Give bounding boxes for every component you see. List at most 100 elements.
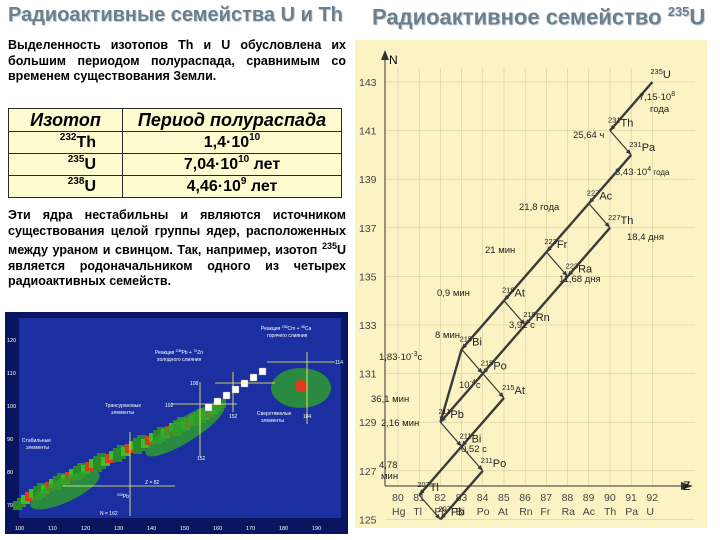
- arrow-head: [477, 367, 483, 374]
- map-x-tick: 170: [246, 526, 255, 532]
- family-paragraph-text-b: является родоначальником одного из четыр…: [8, 258, 346, 289]
- nuclide-label: 207Pb: [438, 504, 464, 518]
- isotope-cell: 238U: [8, 175, 123, 198]
- nuclide-map: 120 110 100 90 80 70 100 110 120 130 140…: [5, 312, 348, 534]
- half-life-mantissa: 1,4·10: [203, 133, 250, 151]
- nuclide-label: 211Bi: [460, 432, 482, 446]
- alpha-decay-arrow: [439, 372, 484, 423]
- cold-fusion-label-line2: холодного слияния: [157, 357, 202, 363]
- z114-value: 114: [335, 360, 343, 366]
- transuranic-label-line2: элементы: [111, 410, 134, 416]
- arrow-head: [604, 222, 610, 228]
- z-tick: 83: [456, 492, 468, 504]
- po215-halflife: 1,83·10-3с: [379, 351, 422, 363]
- nuclide-label: 227Ac: [587, 189, 613, 203]
- z-tick: 86: [519, 492, 531, 504]
- at215-halflife: 10-4с: [459, 379, 481, 391]
- element-symbol: Th: [604, 506, 616, 518]
- map-x-tick: 140: [147, 526, 156, 532]
- ra223-halflife: 11,68 дня: [559, 274, 601, 285]
- alpha-decay-arrow: [503, 251, 548, 302]
- z-tick: 82: [434, 492, 446, 504]
- decay-chain-chart: 143 141 139 137 135 133 131 129 127 125 80 81 82 83 8…: [355, 40, 707, 528]
- left-title: Радиоактивные семейства U и Th: [8, 4, 343, 26]
- family-paragraph: Эти ядра нестабильны и являются источник…: [8, 208, 346, 290]
- at219-halflife: 0,9 мин: [437, 288, 470, 299]
- hot-fusion-label: Реакция 238Cm + 48Ca: [261, 325, 311, 332]
- map-labels: Реакция 238Cm + 48Ca горячего слияния Ре…: [22, 325, 343, 517]
- map-x-tick: 120: [81, 526, 90, 532]
- synthesized-cell: [204, 403, 213, 412]
- element-symbol: At: [498, 506, 508, 518]
- z-tick: 87: [540, 492, 552, 504]
- nuclide-label: 207Tl: [417, 480, 439, 494]
- n-tick: 141: [359, 126, 377, 138]
- map-x-tick: 130: [114, 526, 123, 532]
- z108-value: 108: [190, 381, 199, 387]
- z-tick: 81: [413, 492, 425, 504]
- arrow-head: [504, 294, 510, 301]
- half-life-unit: лет: [246, 177, 278, 195]
- alpha-decay-arrow: [545, 202, 590, 253]
- half-life-exponent: 9: [240, 175, 247, 187]
- right-title-element: U: [689, 4, 706, 30]
- n-tick: 139: [359, 174, 377, 186]
- map-x-ticks: 100 110 120 130 140 150 160 170 180 190: [15, 526, 321, 532]
- n-tick: 135: [359, 271, 377, 283]
- isotope-element: Th: [76, 133, 96, 151]
- n-tick: 137: [359, 223, 377, 235]
- n-tick: 129: [359, 417, 377, 429]
- synthesized-cell: [222, 391, 231, 400]
- n-tick: 127: [359, 466, 377, 478]
- nuclide-labels: 235U 231Th 231Pa 227Ac 227Th 223Fr 223Ra 219At 2…: [417, 67, 671, 518]
- map-y-tick: 90: [7, 437, 13, 443]
- isotope-mass: 238: [67, 175, 85, 187]
- element-symbol: Ra: [562, 506, 576, 518]
- z-tick: 92: [646, 492, 658, 504]
- map-x-tick: 180: [279, 526, 288, 532]
- half-life-unit: лет: [249, 155, 281, 173]
- alpha-decay-arrow: [460, 397, 505, 448]
- intro-paragraph: Выделенность изотопов Th и U обусловлена…: [8, 38, 346, 83]
- nuclide-label: 219Rn: [523, 310, 550, 324]
- arrow-head: [419, 489, 425, 496]
- grid: [381, 50, 695, 520]
- stable-region: [30, 470, 100, 510]
- table-row: 232Th 1,4·1010: [8, 131, 342, 154]
- right-title: Радиоактивное семейство 235U: [372, 4, 705, 30]
- nuclide-label: 235U: [650, 67, 671, 81]
- right-title-text: Радиоактивное семейство: [372, 4, 668, 30]
- isotope-cell: 235U: [8, 153, 123, 176]
- nuclide-label: 223Ra: [566, 261, 593, 275]
- hot-fusion-label-line2: горячего слияния: [267, 333, 308, 339]
- u235-halflife-unit: года: [650, 104, 670, 115]
- half-life-cell: 1,4·1010: [122, 131, 342, 154]
- alpha-decay-arrow: [460, 299, 505, 351]
- pb208-label: 208Pb: [117, 493, 129, 500]
- element-symbol: Hg: [392, 506, 406, 518]
- synthesized-cell: [240, 379, 249, 388]
- element-symbol: Ac: [583, 506, 595, 518]
- nuclide-label: 219At: [502, 286, 525, 300]
- isotope-mass: 232: [59, 131, 77, 143]
- fr223-halflife: 21 мин: [485, 245, 515, 256]
- z82-label: Z = 82: [145, 480, 160, 486]
- map-field: [13, 367, 331, 510]
- ac227-halflife: 21,8 года: [519, 202, 560, 213]
- nuclide-label: 211Po: [481, 456, 506, 470]
- alpha-decay-arrow: [609, 81, 654, 132]
- half-life-cell: 4,46·109 лет: [122, 175, 342, 198]
- arrow-head: [482, 367, 489, 374]
- z-tick: 88: [562, 492, 574, 504]
- th231-halflife: 25,64 ч: [573, 130, 604, 141]
- u235-halflife: 7,15·108: [639, 91, 675, 103]
- alpha-decay-arrow: [566, 227, 611, 278]
- map-y-tick: 120: [7, 338, 16, 344]
- th227-halflife: 18,4 дня: [627, 232, 664, 243]
- nuclide-label: 211Pb: [438, 407, 463, 421]
- element-symbol: Po: [477, 506, 490, 518]
- synthesized-cell: [231, 385, 240, 394]
- cold-fusion-label: Реакция 208Pb + 70Zn: [155, 349, 203, 356]
- half-life-cell: 7,04·1010 лет: [122, 153, 342, 176]
- arrow-head: [435, 513, 441, 520]
